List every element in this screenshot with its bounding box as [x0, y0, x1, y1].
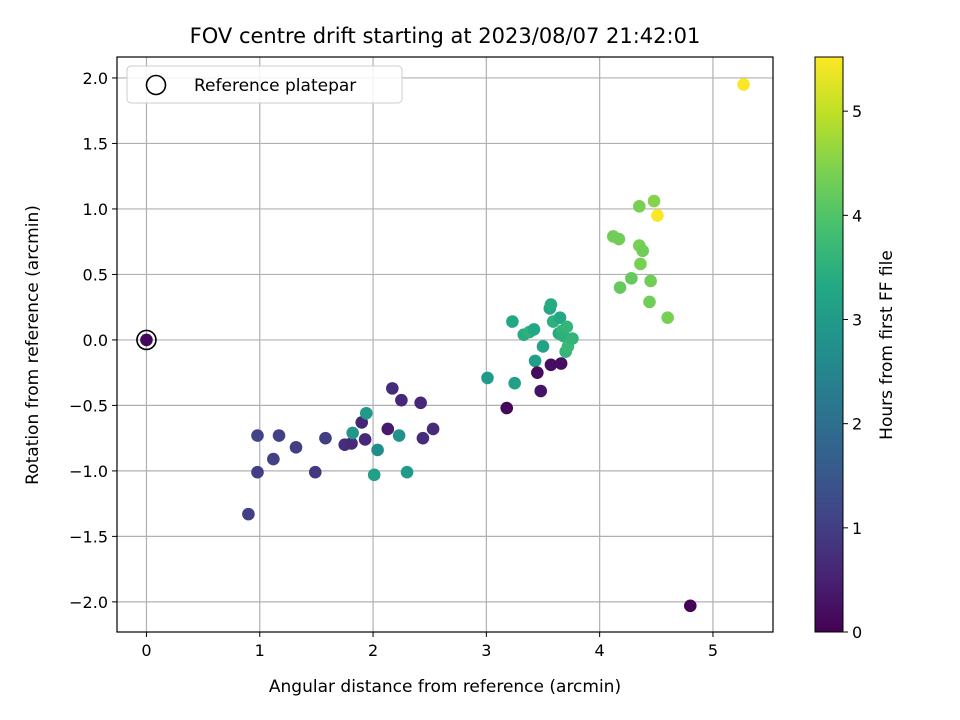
legend-label-reference: Reference platepar [194, 76, 356, 96]
colorbar [814, 56, 844, 633]
reference-point-marker [136, 329, 157, 351]
colorbar-tick-label: 0 [852, 623, 862, 642]
data-points [136, 78, 750, 613]
y-tick-label: 2.0 [83, 69, 108, 88]
x-tick-label: 1 [255, 641, 265, 660]
y-tick-label: −2.0 [69, 593, 108, 612]
scatter-point [400, 465, 414, 479]
scatter-point [392, 429, 406, 442]
scatter-point [386, 382, 399, 395]
scatter-point [633, 200, 646, 213]
x-axis-ticks: 0 1 2 3 4 5 [141, 632, 718, 660]
scatter-point [381, 422, 395, 436]
scatter-point [371, 443, 384, 457]
x-tick-label: 0 [141, 641, 151, 660]
scatter-point [395, 393, 408, 407]
scatter-point [367, 468, 381, 482]
scatter-point [737, 78, 750, 91]
scatter-point [272, 429, 286, 442]
scatter-point [481, 371, 494, 385]
colorbar-tick-label: 4 [852, 206, 862, 225]
y-tick-label: 1.5 [83, 134, 108, 153]
scatter-point [506, 315, 519, 328]
scatter-point [544, 298, 558, 311]
scatter-point [651, 209, 664, 222]
colorbar-label: Hours from first FF file [877, 250, 897, 440]
colorbar-tick-label: 2 [852, 415, 862, 434]
x-tick-label: 3 [481, 641, 491, 660]
plot-frame [116, 56, 774, 633]
scatter-point [289, 441, 303, 454]
scatter-point [566, 332, 579, 345]
scatter-point [345, 437, 358, 450]
x-tick-label: 2 [368, 641, 378, 660]
y-tick-label: −1.0 [69, 462, 108, 481]
scatter-point [644, 274, 657, 288]
scatter-point [643, 295, 656, 309]
y-tick-label: −1.5 [69, 527, 108, 546]
scatter-point [612, 232, 626, 246]
legend-marker-reference [145, 74, 167, 96]
scatter-point [416, 431, 430, 445]
scatter-point [560, 320, 574, 334]
scatter-point [647, 194, 661, 208]
colorbar-tick-label: 3 [852, 311, 862, 330]
scatter-point [242, 507, 255, 521]
colorbar-tick-label: 5 [852, 102, 862, 121]
scatter-point [536, 340, 550, 353]
scatter-point [508, 376, 521, 390]
scatter-point [414, 396, 427, 410]
x-axis-label: Angular distance from reference (arcmin) [269, 677, 621, 697]
scatter-point [553, 311, 567, 324]
scatter-point [267, 452, 280, 466]
scatter-point [358, 433, 372, 446]
legend: Reference platepar [126, 65, 403, 104]
scatter-point [251, 429, 264, 442]
colorbar-ticks: 0 1 2 3 4 5 [843, 102, 862, 642]
scatter-point [527, 323, 541, 336]
scatter-point [544, 358, 558, 372]
scatter-point [683, 599, 697, 613]
scatter-point [319, 431, 332, 445]
scatter-point [359, 406, 373, 420]
scatter-point [625, 272, 638, 285]
scatter-point [528, 354, 542, 368]
chart-title: FOV centre drift starting at 2023/08/07 … [190, 24, 701, 48]
scatter-point [554, 357, 568, 370]
y-axis-label: Rotation from reference (arcmin) [23, 205, 43, 485]
scatter-point [634, 257, 647, 271]
scatter-point [661, 311, 674, 324]
scatter-point [251, 465, 264, 479]
scatter-point [613, 281, 627, 294]
scatter-point [426, 422, 440, 436]
scatter-point [531, 366, 544, 379]
scatter-point [346, 426, 359, 440]
x-tick-label: 4 [595, 641, 605, 660]
scatter-point [534, 384, 548, 398]
y-axis-ticks: −2.0 −1.5 −1.0 −0.5 0.0 0.5 1.0 1.5 2.0 [69, 69, 117, 612]
scatter-point [308, 465, 322, 479]
scatter-point [140, 333, 153, 347]
y-tick-label: −0.5 [69, 396, 108, 415]
y-tick-label: 0.5 [83, 265, 108, 284]
y-tick-label: 0.0 [83, 331, 108, 350]
grid-lines [117, 57, 773, 632]
legend-box [126, 65, 403, 104]
y-tick-label: 1.0 [83, 200, 108, 219]
x-tick-label: 5 [708, 641, 718, 660]
scatter-point [636, 244, 650, 258]
scatter-point [500, 401, 514, 415]
colorbar-tick-label: 1 [852, 519, 862, 538]
